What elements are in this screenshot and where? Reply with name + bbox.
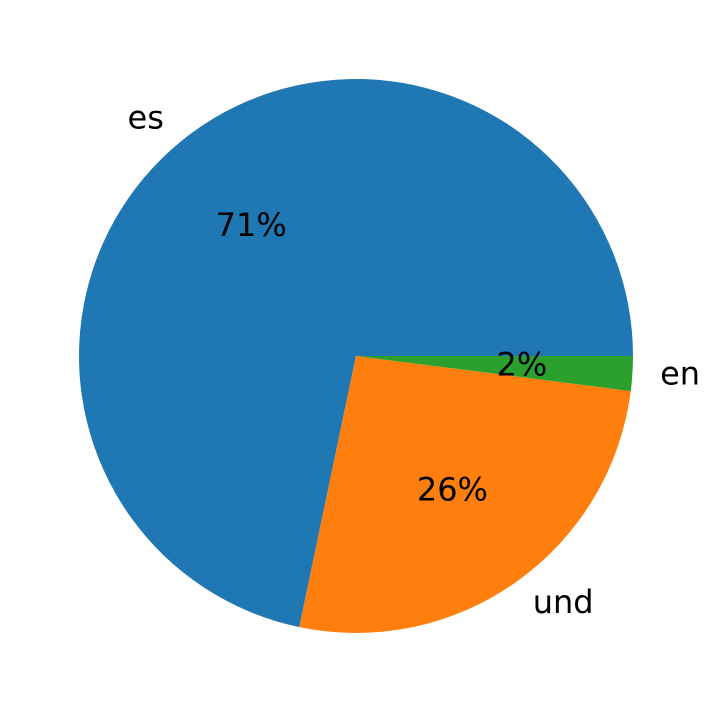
pct-label: 2% [496,346,547,384]
pie-slice [299,356,631,634]
pct-label: 26% [417,470,488,508]
slice-label: und [533,583,594,621]
slice-label: en [660,354,700,392]
pie-slice [356,356,633,392]
pie-slice [78,79,633,628]
slice-label: es [128,99,164,137]
pct-label: 71% [216,206,287,244]
